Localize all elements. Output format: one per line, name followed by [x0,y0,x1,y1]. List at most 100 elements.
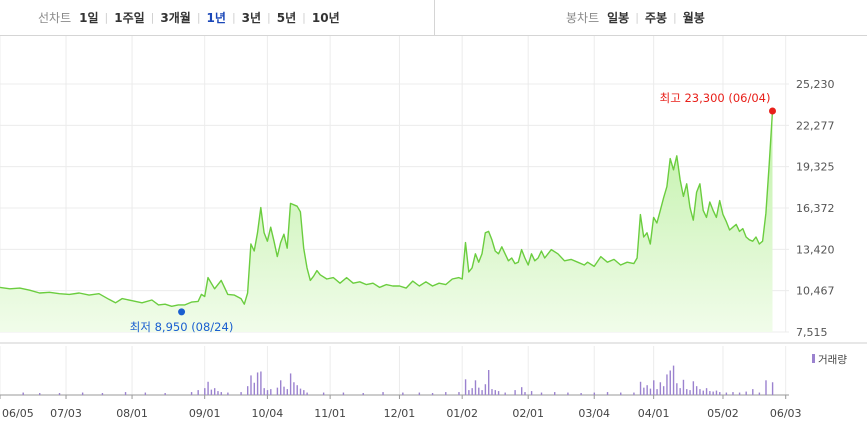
volume-bar [263,388,265,395]
volume-bar [484,384,487,395]
volume-legend-swatch [812,354,815,363]
volume-bar [689,390,691,395]
volume-bar [497,391,500,395]
y-tick-label: 22,277 [796,119,835,132]
volume-bar [719,392,721,395]
volume-bar [643,387,645,395]
volume-bar [124,392,127,395]
volume-bar [649,388,652,395]
volume-bar [699,389,701,395]
volume-bar [494,390,496,395]
volume-bar [593,392,596,395]
x-tick-label: 07/03 [50,407,82,420]
volume-bar [299,388,302,395]
volume-bar [280,380,282,395]
volume-bar [666,374,668,395]
price-area [0,110,774,332]
volume-bar [491,389,493,395]
period-5y[interactable]: 5년 [276,11,297,25]
volume-bar [567,392,569,395]
x-tick-label: 10/04 [252,407,284,420]
volume-bar [197,390,199,395]
x-tick-label: 03/04 [578,407,610,420]
period-daily[interactable]: 일봉 [607,11,630,25]
y-axis: 25,230 22,277 19,325 16,372 13,420 10,467 7,51… [796,78,835,339]
volume-bar [672,365,675,395]
volume-bar [702,390,704,395]
period-monthly[interactable]: 월봉 [682,11,705,25]
volume-bar [639,381,642,395]
divider: | [635,11,639,24]
volume-bar [620,392,622,395]
volume-bar [771,382,774,395]
x-tick-label: 12/01 [384,407,416,420]
divider: | [150,11,155,24]
volume-bar [474,380,477,395]
period-3m[interactable]: 3개월 [160,11,191,25]
divider: | [267,11,271,24]
volume-bar [653,380,655,395]
x-tick-label: 02/01 [512,407,544,420]
volume-legend-label: 거래량 [818,354,847,366]
volume-bar [468,390,470,395]
volume-bar [253,382,255,395]
volume-bar [732,392,734,395]
volume-bar [227,392,229,395]
volume-bar [487,370,490,395]
volume-bar [738,392,741,395]
volume-bar [692,381,695,395]
period-10y[interactable]: 10년 [311,11,340,25]
y-tick-label: 13,420 [796,243,835,256]
period-1y[interactable]: 1년 [206,11,226,25]
x-tick-label: 04/01 [638,407,670,420]
volume-bar [524,392,526,395]
volume-bar [250,375,252,395]
volume-bar [478,387,480,395]
period-1d[interactable]: 1일 [79,11,99,25]
y-tick-label: 7,515 [796,326,828,339]
stock-price-chart[interactable]: 25,230 22,277 19,325 16,372 13,420 10,467 7,51… [0,36,867,429]
y-tick-label: 19,325 [796,161,835,174]
volume-bar [580,393,582,395]
volume-bar [286,389,289,395]
volume-bar [270,389,272,395]
period-3y[interactable]: 3년 [241,11,262,25]
toolbar-divider [434,0,435,35]
volume-bar [682,379,685,395]
volume-bar [656,389,658,395]
volume-bar [745,391,747,395]
volume-bar [22,392,24,395]
price-line [0,110,774,307]
volume-bar [758,392,761,395]
line-chart-label: 선차트 [38,11,72,25]
x-tick-label: 06/05 [2,407,34,420]
volume-bars: 거래량 [22,354,847,395]
volume-bar [266,390,269,395]
volume-bar [217,391,219,395]
volume-bar [520,387,523,395]
x-tick-label: 05/02 [707,407,739,420]
y-tick-label: 16,372 [796,202,835,215]
volume-bar [220,392,222,395]
volume-bar [445,392,447,395]
volume-bar [306,392,308,395]
volume-bar [504,392,506,395]
period-1w[interactable]: 1주일 [114,11,145,25]
volume-bar [39,393,41,395]
divider: | [302,11,306,24]
volume-bar [164,393,166,395]
volume-bar [471,388,473,395]
volume-bar [458,392,460,395]
volume-bar [676,383,678,395]
volume-bar [431,393,434,395]
volume-bar [514,390,516,395]
volume-bar [382,392,384,395]
divider: | [104,11,109,24]
volume-bar [342,392,345,395]
volume-bar [283,386,285,395]
period-weekly[interactable]: 주봉 [644,11,668,25]
divider: | [231,11,236,24]
volume-bar [260,371,262,395]
volume-bar [101,393,104,395]
volume-bar [81,392,84,395]
